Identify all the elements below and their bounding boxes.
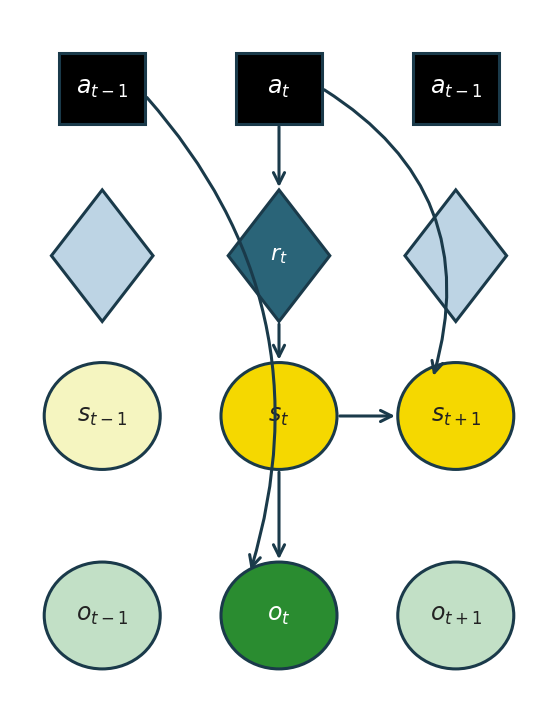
FancyBboxPatch shape xyxy=(413,52,499,124)
Text: $s_t$: $s_t$ xyxy=(268,404,290,428)
Ellipse shape xyxy=(398,562,514,669)
Ellipse shape xyxy=(221,562,337,669)
Text: $s_{t-1}$: $s_{t-1}$ xyxy=(77,404,127,428)
Polygon shape xyxy=(228,190,330,322)
Text: $a_t$: $a_t$ xyxy=(267,76,291,101)
Ellipse shape xyxy=(44,363,160,470)
Ellipse shape xyxy=(221,363,337,470)
Polygon shape xyxy=(405,190,507,322)
Polygon shape xyxy=(51,190,153,322)
FancyBboxPatch shape xyxy=(59,52,145,124)
Text: $o_{t+1}$: $o_{t+1}$ xyxy=(430,604,482,628)
Text: $a_{t-1}$: $a_{t-1}$ xyxy=(76,76,128,101)
Ellipse shape xyxy=(398,363,514,470)
Text: $o_t$: $o_t$ xyxy=(267,604,291,628)
Ellipse shape xyxy=(44,562,160,669)
Text: $r_{t+1}$: $r_{t+1}$ xyxy=(434,246,478,266)
Text: $r_{t-1}$: $r_{t-1}$ xyxy=(80,246,124,266)
Text: $r_t$: $r_t$ xyxy=(270,246,288,266)
Text: $o_{t-1}$: $o_{t-1}$ xyxy=(76,604,128,628)
FancyBboxPatch shape xyxy=(236,52,322,124)
Text: $s_{t+1}$: $s_{t+1}$ xyxy=(431,404,481,428)
Text: $a_{t-1}$: $a_{t-1}$ xyxy=(430,76,482,101)
